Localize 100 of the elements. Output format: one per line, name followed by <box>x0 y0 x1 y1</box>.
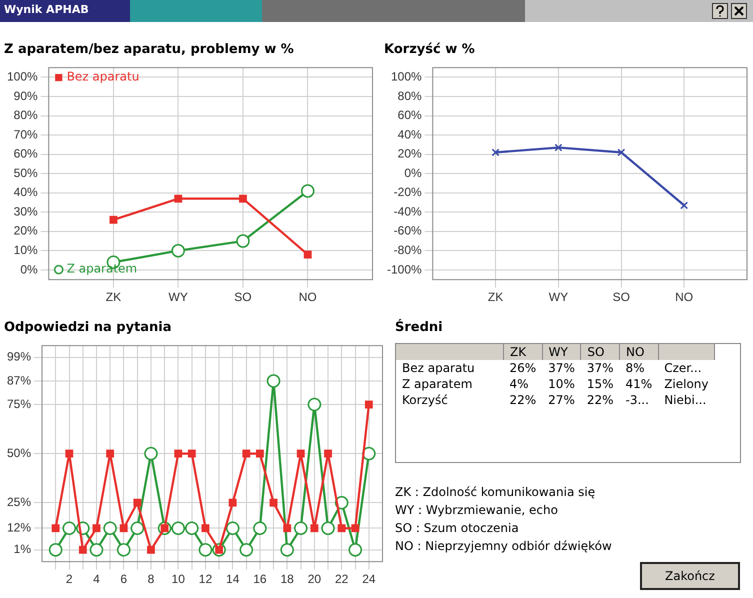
y-tick-label: 80% <box>14 108 38 122</box>
data-label: 27% <box>547 392 576 408</box>
point <box>266 374 280 388</box>
point <box>338 524 346 532</box>
point <box>174 450 182 458</box>
point <box>308 398 322 412</box>
data-label: -3... <box>624 392 650 408</box>
text: Bez aparatu <box>401 360 476 376</box>
y-tick-label: 10% <box>14 243 38 258</box>
y-tick-label: -100% <box>387 262 422 276</box>
y-tick-label: 25% <box>6 495 32 510</box>
point <box>144 446 158 460</box>
x-tick-label: 24 <box>362 572 376 586</box>
y-tick-label: -40% <box>394 204 422 218</box>
data-label: 37% <box>586 360 615 376</box>
text: Zakończ <box>640 562 740 590</box>
x-tick-label: 4 <box>93 572 100 586</box>
point <box>617 148 626 156</box>
point <box>90 543 104 557</box>
y-tick-label: 50% <box>14 166 38 180</box>
point <box>120 524 128 532</box>
data-label: 41% <box>624 376 654 392</box>
point <box>130 521 144 535</box>
y-tick-label: 50% <box>6 446 32 460</box>
point <box>116 543 130 557</box>
x-tick-label: WY <box>548 290 568 304</box>
point <box>133 498 142 507</box>
y-tick-label: 60% <box>14 146 38 161</box>
category-label: NO <box>620 344 658 360</box>
data-label: Zielony <box>663 376 710 392</box>
text: Średni <box>395 320 444 335</box>
y-tick-label: -20% <box>394 185 422 200</box>
y-tick-label: 75% <box>6 396 32 411</box>
x-tick-label: ZK <box>106 290 122 304</box>
point <box>185 521 199 535</box>
point <box>188 450 196 458</box>
y-tick-label: -60% <box>394 224 422 238</box>
point <box>280 543 294 557</box>
point <box>147 546 155 554</box>
data-label: Niebi... <box>663 392 708 408</box>
text: NO : Nieprzyjemny odbiór dźwięków <box>395 538 613 555</box>
x-tick-label: WY <box>168 290 188 304</box>
legend-label: Bez aparatu <box>66 70 140 84</box>
y-tick-label: 12% <box>6 520 32 535</box>
y-tick-label: 100% <box>390 70 422 84</box>
category-label: WY <box>542 344 581 360</box>
point <box>253 521 267 535</box>
point <box>92 524 100 532</box>
y-tick-label: 80% <box>398 88 422 103</box>
y-tick-label: 87% <box>6 373 32 388</box>
data-label: 26% <box>508 360 538 376</box>
point <box>202 524 210 532</box>
y-tick-label: 40% <box>14 185 38 200</box>
data-label: 15% <box>586 376 615 392</box>
x-tick-label: NO <box>675 290 694 304</box>
point <box>239 194 247 203</box>
x-tick-label: 14 <box>226 572 240 586</box>
text: WY : Wybrzmiewanie, echo <box>395 502 559 519</box>
x-tick-label: ZK <box>488 290 504 304</box>
x-tick-label: 12 <box>198 572 212 586</box>
y-tick-label: 100% <box>6 70 38 84</box>
point <box>300 184 314 198</box>
point <box>78 546 87 554</box>
point <box>65 450 74 458</box>
point <box>106 450 114 458</box>
point <box>310 524 318 532</box>
y-tick-label: 20% <box>398 146 422 161</box>
data-label: 8% <box>624 360 646 376</box>
point <box>351 524 360 532</box>
point <box>294 521 308 535</box>
point <box>304 250 312 258</box>
data-label: 4% <box>508 376 530 392</box>
x-tick-label: 16 <box>253 572 267 586</box>
point <box>52 524 60 532</box>
y-tick-label: 40% <box>398 127 422 142</box>
y-tick-label: 70% <box>14 127 38 142</box>
y-tick-label: 60% <box>398 108 422 122</box>
point <box>321 521 335 535</box>
x-tick-label: NO <box>298 290 317 304</box>
point <box>324 450 332 458</box>
point <box>240 543 254 557</box>
data-label: Czer... <box>663 360 703 376</box>
category-label: SO <box>580 344 620 360</box>
category-label: ZK <box>504 344 542 360</box>
x-tick-label: 8 <box>148 572 155 586</box>
x-tick-label: 20 <box>308 572 322 586</box>
chart-title: Z aparatem/bez aparatu, problemy w % <box>4 42 294 58</box>
point <box>48 543 62 557</box>
y-tick-label: 1% <box>14 542 32 556</box>
data-label: 37% <box>547 360 576 376</box>
y-tick-label: 20% <box>14 224 38 238</box>
point <box>554 144 562 152</box>
x-tick-label: SO <box>234 290 252 304</box>
x-tick-label: 10 <box>172 572 186 586</box>
y-tick-label: 30% <box>14 204 38 218</box>
point <box>171 521 185 535</box>
text: Z aparatem <box>401 376 474 392</box>
point <box>270 498 278 507</box>
point <box>364 400 373 408</box>
x-tick-label: 2 <box>66 572 73 586</box>
